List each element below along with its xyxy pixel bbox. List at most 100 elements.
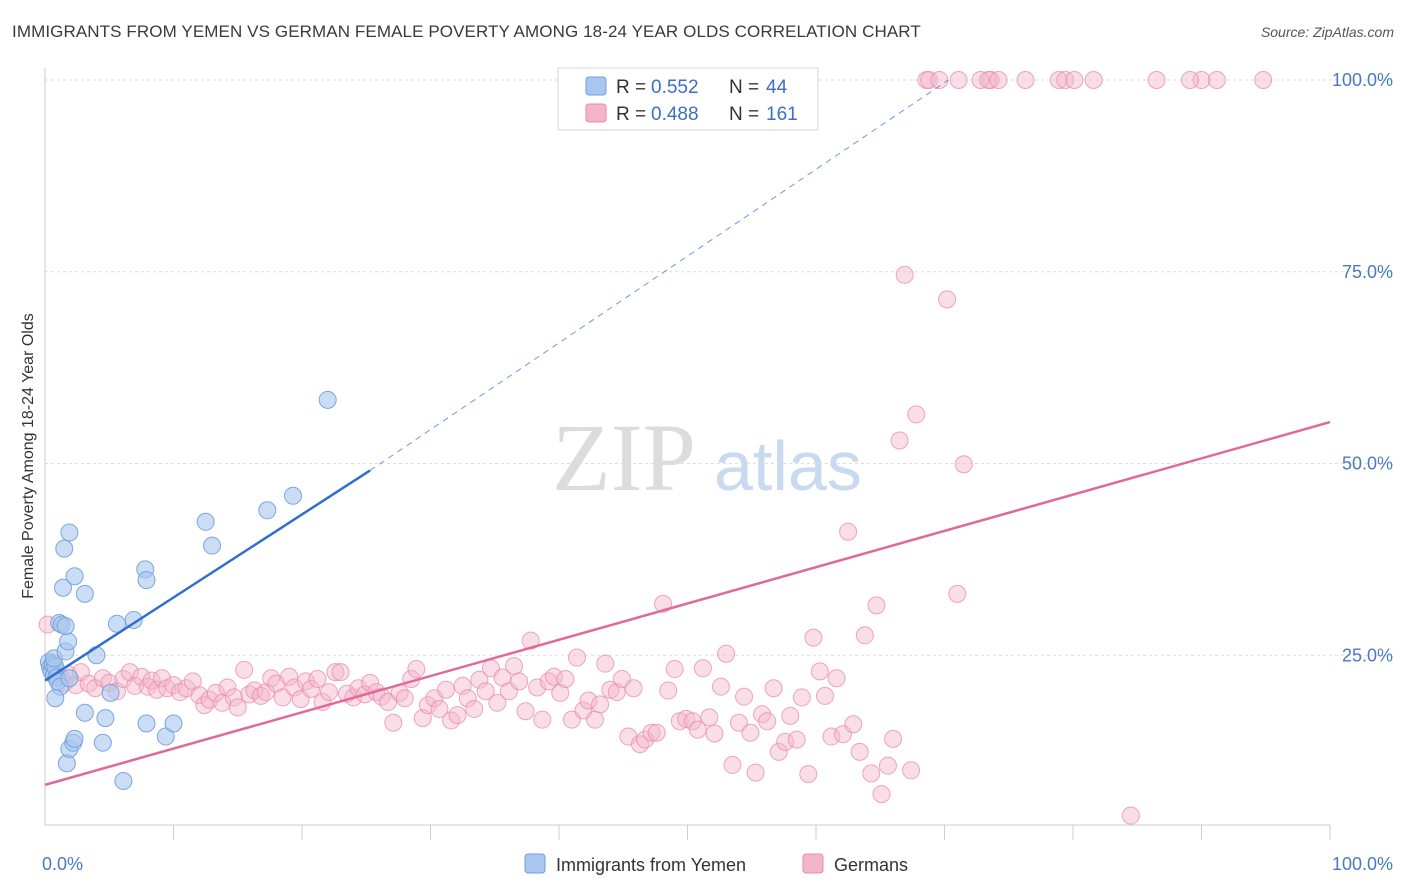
yemen-point [164, 714, 183, 733]
yemen-point [55, 539, 74, 558]
bottom-legend-label-yemen: Immigrants from Yemen [556, 855, 746, 875]
germans-point [878, 756, 897, 775]
germans-point [792, 688, 811, 707]
germans-point [488, 693, 507, 712]
legend-r-label-germans: R = [616, 104, 646, 125]
legend-r-value-yemen: 0.552 [651, 77, 699, 98]
germans-point [331, 663, 350, 682]
germans-point [1207, 71, 1226, 89]
legend-n-value-yemen: 44 [766, 77, 788, 98]
germans-point [567, 648, 586, 667]
germans-point [741, 723, 760, 742]
legend-r-label-yemen: R = [616, 77, 646, 98]
germans-point [301, 679, 320, 698]
watermark-atlas: atlas [714, 427, 862, 505]
germans-point [132, 667, 151, 686]
legend-n-value-germans: 161 [766, 104, 798, 125]
germans-point [867, 596, 886, 615]
germans-point [872, 785, 891, 804]
germans-point [235, 660, 254, 679]
germans-point [195, 696, 214, 715]
yemen-point [46, 689, 65, 708]
germans-point [1121, 806, 1140, 825]
stats-legend: R = 0.552 N = 44 R = 0.488 N = 161 [557, 67, 819, 131]
germans-point [683, 712, 702, 731]
germans-point [218, 678, 237, 697]
yemen-point [137, 714, 156, 733]
germans-point [476, 682, 495, 701]
germans-trendline [44, 420, 1331, 787]
germans-point [624, 679, 643, 698]
germans-point [855, 626, 874, 645]
germans-point [262, 669, 281, 688]
bottom-legend-label-germans: Germans [834, 855, 908, 875]
germans-point [693, 659, 712, 678]
germans-point [1049, 71, 1068, 89]
germans-point [224, 688, 243, 707]
germans-point [729, 713, 748, 732]
germans-point [228, 698, 247, 717]
yemen-point [107, 614, 126, 633]
germans-point [827, 669, 846, 688]
legend-r-value-germans: 0.488 [651, 104, 699, 125]
yemen-point [87, 646, 106, 665]
yemen-point [93, 733, 112, 752]
watermark-zip: ZIP [552, 404, 696, 511]
germans-point [758, 712, 777, 731]
germans-point [407, 660, 426, 679]
germans-point [280, 667, 299, 686]
yemen-point [96, 709, 115, 728]
yemen-point [56, 617, 75, 636]
germans-point [308, 670, 327, 689]
germans-point [735, 687, 754, 706]
bottom-legend-swatch-yemen [524, 853, 546, 874]
germans-point [465, 699, 484, 718]
germans-point [1065, 71, 1084, 89]
germans-point [384, 713, 403, 732]
x-tick-label: 0.0% [42, 854, 83, 874]
y-tick-label: 100.0% [1332, 70, 1393, 90]
yemen-point [65, 567, 84, 586]
germans-point [1016, 71, 1035, 89]
germans-point [636, 730, 655, 749]
legend-swatch-germans [585, 103, 607, 123]
germans-point [1147, 71, 1166, 89]
series-legend: Immigrants from Yemen Germans [524, 853, 908, 875]
germans-point [114, 670, 133, 689]
germans-point [989, 71, 1008, 89]
yemen-point [318, 390, 337, 409]
germans-point [579, 691, 598, 710]
yemen-point [75, 584, 94, 603]
germans-point [505, 656, 524, 675]
germans-point [705, 724, 724, 743]
germans-point [902, 761, 921, 780]
germans-point [895, 265, 914, 284]
germans-point [544, 667, 563, 686]
germans-point [596, 654, 615, 673]
germans-point [591, 695, 610, 714]
germans-point [470, 670, 489, 689]
germans-points [38, 71, 1273, 825]
germans-point [120, 663, 139, 682]
yemen-trendline [44, 469, 371, 682]
yemen-point [60, 669, 79, 688]
germans-point [361, 673, 380, 692]
germans-point [723, 755, 742, 774]
germans-point [949, 71, 968, 89]
germans-point [533, 710, 552, 729]
germans-point [938, 290, 957, 309]
germans-point [395, 689, 414, 708]
gridlines [45, 79, 1395, 656]
germans-point [206, 683, 225, 702]
germans-point [659, 681, 678, 700]
germans-point [815, 686, 834, 705]
germans-point [890, 431, 909, 450]
yemen-point [114, 772, 133, 791]
germans-point [430, 699, 449, 718]
yemen-point [203, 536, 222, 555]
germans-point [804, 628, 823, 647]
germans-point [79, 674, 98, 693]
germans-point [776, 732, 795, 751]
tick-labels: 25.0% 50.0% 75.0% 100.0% 0.0% 100.0% [42, 70, 1393, 874]
legend-n-label-yemen: N = [729, 77, 759, 98]
